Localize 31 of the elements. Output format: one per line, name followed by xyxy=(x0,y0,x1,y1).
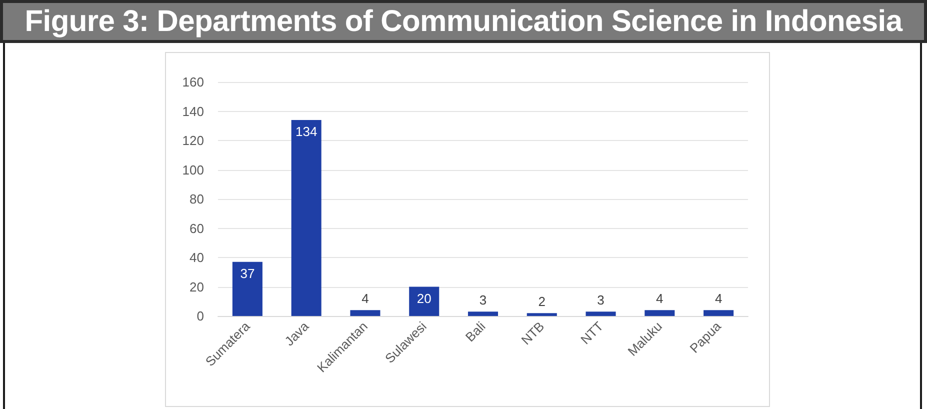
data-label: 4 xyxy=(656,291,664,306)
bar xyxy=(586,312,616,316)
x-tick-label: NTB xyxy=(518,318,548,348)
data-label: 134 xyxy=(295,124,318,140)
data-label: 3 xyxy=(479,292,487,308)
y-tick-label: 80 xyxy=(190,192,204,206)
bar xyxy=(468,312,498,316)
data-label: 4 xyxy=(362,291,369,306)
bar xyxy=(644,310,675,316)
data-label: 2 xyxy=(538,294,546,310)
chart-title: Figure 3: Departments of Communication Science in Indonesia xyxy=(0,0,927,43)
y-tick-label: 140 xyxy=(182,104,204,119)
x-tick-label: Java xyxy=(282,318,312,349)
bar xyxy=(704,310,734,316)
y-tick-label: 40 xyxy=(190,250,204,265)
y-tick-label: 160 xyxy=(182,74,204,90)
x-tick-label: Bali xyxy=(462,318,488,345)
data-label: 20 xyxy=(416,290,432,306)
y-tick-label: 100 xyxy=(182,162,204,178)
bar xyxy=(350,310,380,316)
bar xyxy=(291,120,322,316)
y-tick-label: 60 xyxy=(190,220,204,236)
data-label: 4 xyxy=(714,291,722,306)
bar xyxy=(232,262,262,316)
bar xyxy=(526,313,557,316)
y-tick-label: 0 xyxy=(196,308,204,324)
data-label: 37 xyxy=(240,266,255,281)
y-tick-label: 120 xyxy=(182,133,204,148)
data-label: 3 xyxy=(597,292,604,308)
y-tick-label: 20 xyxy=(190,279,204,294)
bar xyxy=(409,286,440,316)
